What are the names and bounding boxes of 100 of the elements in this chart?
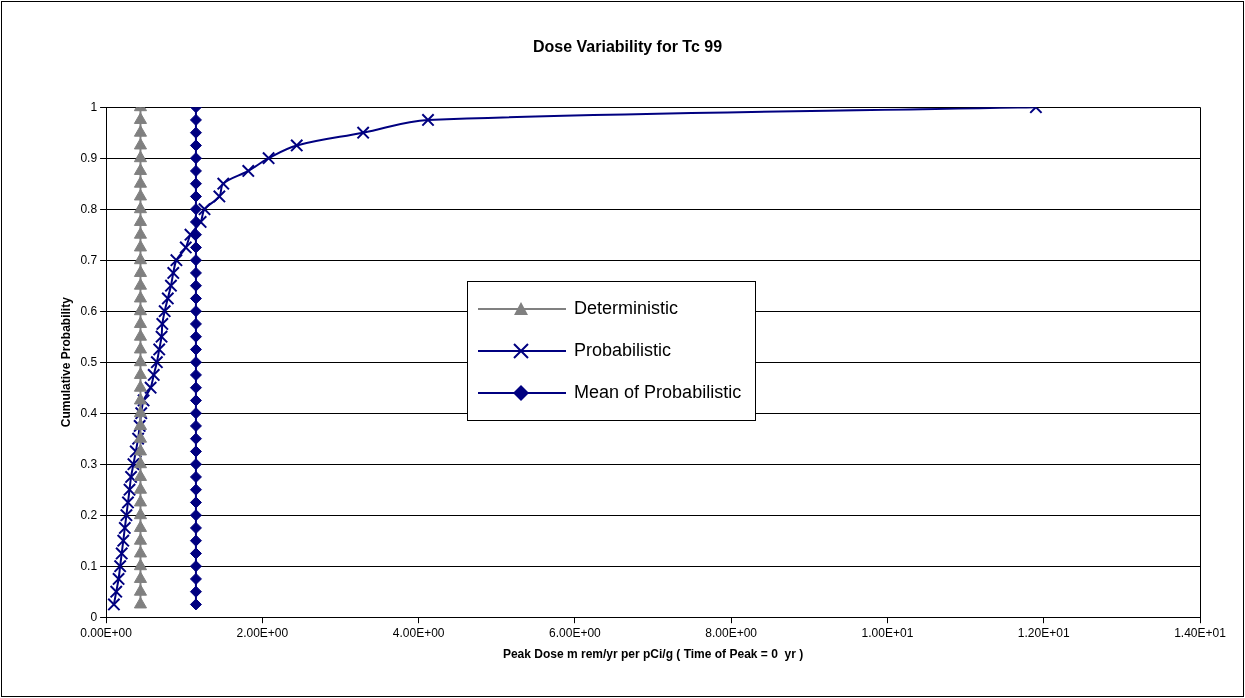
point [189,381,202,394]
y-axis-title: Cumulative Probability [58,296,73,428]
point [133,367,148,379]
point [189,126,202,139]
point [189,572,202,585]
point [133,290,148,303]
point [133,163,148,175]
point [133,456,148,469]
point [189,585,202,598]
y-tick-label: 0.8 [80,201,98,216]
point [189,547,202,560]
point [189,483,202,496]
point [133,278,148,290]
point [189,152,202,165]
point [179,240,193,255]
point [189,458,202,471]
y-tick-label: 0.2 [80,507,98,522]
point [189,203,202,216]
point [189,432,202,445]
point [133,316,148,328]
point [193,215,208,229]
point [133,354,148,367]
point [133,188,148,201]
point [133,176,148,188]
point [133,584,148,596]
y-tick-label: 0.1 [80,558,98,573]
point [133,227,148,239]
point [133,239,148,252]
point [189,113,202,126]
point [189,164,202,177]
point [189,254,202,267]
point [133,252,148,265]
point [133,482,148,494]
point [133,125,148,137]
point [133,443,148,456]
x-axis-title: Peak Dose m rem/yr per pCi/g ( Time of Peak = 0 yr ) [502,647,804,662]
y-tick-label: 0.5 [80,354,98,369]
x-tick-label: 8.00E+00 [705,625,758,640]
point [133,201,148,214]
x-tick-label: 1.20E+01 [1017,625,1070,640]
point [189,534,202,547]
x-tick-label: 0.00E+00 [80,625,133,640]
point [133,571,148,583]
point [133,507,148,520]
point [133,533,148,545]
legend-label: Mean of Probabilistic [574,382,742,404]
point [133,112,148,124]
point [133,214,148,226]
point [133,341,148,354]
point [133,469,148,481]
x-tick-label: 1.40E+01 [1174,625,1227,640]
y-tick-label: 1 [90,99,98,114]
point [133,329,148,341]
point [421,113,435,127]
point [189,509,202,522]
point [189,368,202,381]
point [189,470,202,483]
point [189,419,202,432]
point [133,150,148,163]
point [133,596,148,609]
point [189,407,202,420]
point [241,164,255,178]
point [189,394,202,407]
point [261,151,276,165]
point [189,356,202,369]
point [189,317,202,330]
y-tick-label: 0.9 [80,150,98,165]
point [133,558,148,571]
point [189,292,202,305]
chart-title: Dose Variability for Tc 99 [532,38,723,56]
y-tick-label: 0.6 [80,303,98,318]
y-tick-label: 0.4 [80,405,98,420]
point [197,202,212,216]
legend-label: Deterministic [574,298,679,320]
point [189,343,202,356]
x-tick-label: 1.00E+01 [861,625,914,640]
point [189,190,202,203]
point [189,266,202,279]
point [216,177,230,191]
point [189,139,202,152]
y-tick-label: 0.3 [80,456,98,471]
point [290,138,304,153]
x-tick-label: 4.00E+00 [392,625,445,640]
point [133,380,148,392]
point [189,305,202,318]
point [189,177,202,190]
point [133,265,148,277]
point [133,494,148,507]
point [189,496,202,509]
point [133,303,148,316]
point [189,241,202,254]
point [189,598,202,611]
y-tick-label: 0 [90,609,98,624]
point [189,330,202,343]
point [189,521,202,534]
point [356,126,370,140]
point [133,520,148,532]
x-tick-label: 6.00E+00 [549,625,602,640]
legend-label: Probabilistic [574,340,672,362]
point [133,137,148,150]
